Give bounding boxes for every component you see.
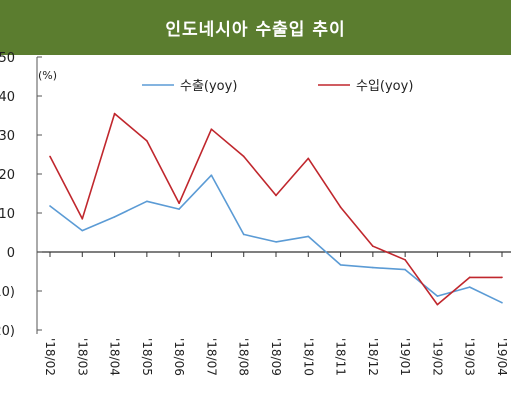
x-tick-label: '18/11 xyxy=(334,338,348,376)
data-point xyxy=(49,155,51,158)
data-point xyxy=(113,112,116,115)
data-point xyxy=(339,264,342,266)
y-tick-label: (20) xyxy=(0,324,15,339)
data-point xyxy=(307,235,310,238)
data-point xyxy=(275,194,277,197)
data-point xyxy=(113,216,116,218)
data-point xyxy=(468,276,471,279)
data-point xyxy=(436,295,439,297)
data-point xyxy=(242,155,245,158)
data-point xyxy=(81,229,84,232)
x-tick-label: '18/07 xyxy=(204,338,218,376)
data-point xyxy=(81,218,84,220)
data-point xyxy=(178,202,180,205)
data-point xyxy=(468,286,471,288)
y-tick-label: 30 xyxy=(0,129,15,144)
y-tick-label: 20 xyxy=(0,168,15,183)
data-point xyxy=(501,301,503,304)
data-point xyxy=(436,303,439,306)
y-tick-label: 40 xyxy=(0,90,15,105)
x-tick-label: '18/03 xyxy=(75,338,89,376)
x-tick-label: '18/05 xyxy=(140,338,154,376)
y-tick-label: 50 xyxy=(0,51,15,66)
data-point xyxy=(275,241,277,243)
data-point xyxy=(49,205,51,207)
data-point xyxy=(178,208,180,210)
data-point xyxy=(404,268,406,271)
chart-title-bar: 인도네시아 수출입 추이 xyxy=(0,0,511,55)
data-point xyxy=(242,233,245,236)
data-point xyxy=(307,157,310,160)
y-tick-label: (10) xyxy=(0,285,15,300)
legend-label: 수입(yoy) xyxy=(356,79,413,94)
data-point xyxy=(404,259,406,261)
data-point xyxy=(501,276,503,279)
data-point xyxy=(146,140,148,142)
x-tick-label: '19/01 xyxy=(398,338,412,376)
data-point xyxy=(339,206,342,208)
x-tick-label: '18/09 xyxy=(269,338,283,376)
data-point xyxy=(372,245,374,247)
data-point xyxy=(210,174,213,176)
x-tick-label: '18/06 xyxy=(172,338,186,376)
x-tick-label: '18/10 xyxy=(301,338,315,376)
x-tick-label: '19/02 xyxy=(430,338,444,376)
y-tick-label: 10 xyxy=(0,207,15,222)
x-tick-label: '18/08 xyxy=(237,338,251,376)
x-tick-label: '18/04 xyxy=(108,338,122,376)
data-point xyxy=(210,128,213,130)
data-point xyxy=(372,266,374,269)
x-tick-label: '18/12 xyxy=(366,338,380,376)
legend-label: 수출(yoy) xyxy=(180,79,237,94)
x-tick-label: '18/02 xyxy=(43,338,57,376)
y-tick-label: 0 xyxy=(7,246,15,261)
unit-label: (%) xyxy=(38,69,57,82)
series-line-1 xyxy=(49,112,502,306)
x-tick-label: '19/04 xyxy=(495,338,509,376)
data-point xyxy=(146,200,148,203)
x-tick-label: '19/03 xyxy=(463,338,477,376)
chart-title: 인도네시아 수출입 추이 xyxy=(165,20,346,40)
